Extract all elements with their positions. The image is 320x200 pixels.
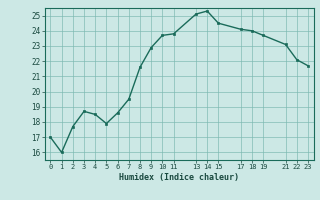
X-axis label: Humidex (Indice chaleur): Humidex (Indice chaleur): [119, 173, 239, 182]
